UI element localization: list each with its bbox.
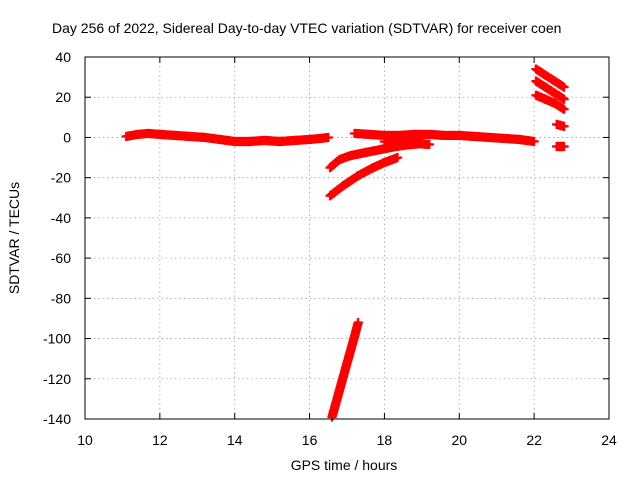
series-track-g1 — [531, 64, 569, 92]
x-tick-label: 22 — [526, 432, 542, 448]
series-track-g3 — [531, 90, 569, 114]
y-tick-label: 40 — [55, 49, 71, 65]
y-tick-label: -80 — [51, 290, 71, 306]
x-axis-label: GPS time / hours — [291, 457, 398, 473]
y-tick-label: -120 — [43, 371, 71, 387]
data-point — [559, 141, 569, 152]
data-point — [417, 138, 427, 149]
data-point — [424, 139, 434, 150]
y-tick-label: -20 — [51, 170, 71, 186]
series-track-f — [327, 317, 363, 422]
x-tick-label: 18 — [377, 432, 393, 448]
y-tick-label: -140 — [43, 411, 71, 427]
x-tick-label: 12 — [152, 432, 168, 448]
y-tick-label: 0 — [63, 129, 71, 145]
y-tick-label: -100 — [43, 331, 71, 347]
y-tick-label: -60 — [51, 250, 71, 266]
series-track-a — [121, 128, 333, 147]
data-point — [559, 94, 569, 104]
series-track-i — [552, 141, 569, 152]
x-tick-label: 20 — [451, 432, 467, 448]
data-point — [559, 121, 569, 131]
y-axis-label: SDTVAR / TECUs — [6, 182, 22, 294]
x-tick-label: 16 — [302, 432, 318, 448]
x-tick-label: 10 — [77, 432, 93, 448]
plot-frame — [84, 56, 610, 420]
series-track-h — [552, 119, 569, 131]
data-point — [529, 136, 539, 147]
data-point — [559, 104, 569, 114]
data-point — [559, 82, 569, 92]
y-tick-label: -40 — [51, 210, 71, 226]
y-tick-label: 20 — [55, 89, 71, 105]
series-track-g2 — [531, 76, 569, 104]
x-tick-label: 24 — [601, 432, 617, 448]
series-track-e — [325, 152, 403, 201]
tick-layer: 10 12 14 16 18 20 22 24 40 20 0 -20 -40 -60 -80 -100 -12… — [43, 49, 617, 448]
data-point — [323, 132, 333, 143]
series-track-d — [325, 138, 427, 173]
x-tick-label: 14 — [227, 432, 243, 448]
chart-title: Day 256 of 2022, Sidereal Day-to-day VTE… — [52, 20, 561, 36]
data-layer — [121, 64, 569, 422]
data-point — [392, 152, 403, 163]
data-point — [353, 317, 363, 328]
series-track-b — [349, 128, 539, 147]
